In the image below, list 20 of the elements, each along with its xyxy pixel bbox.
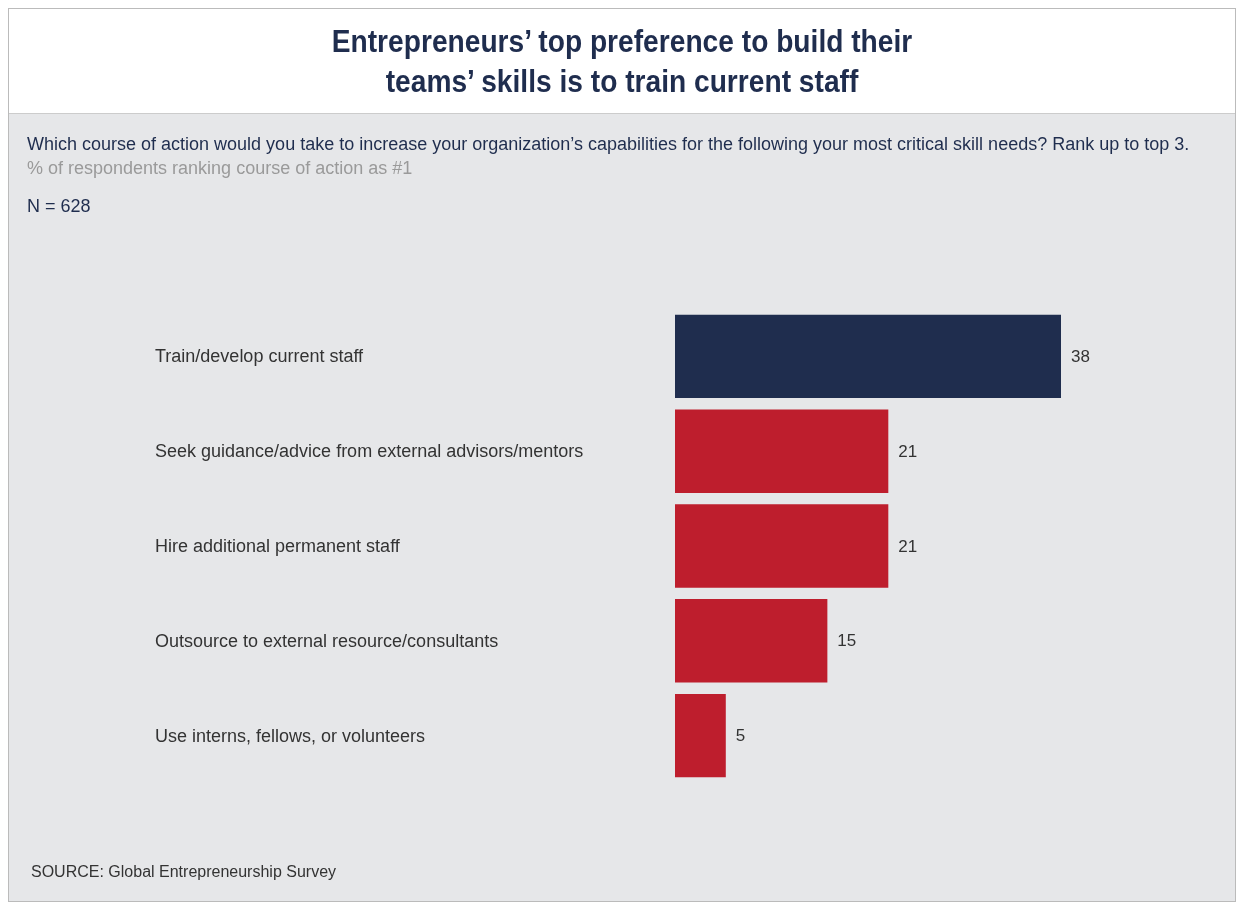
chart-title: Entrepreneurs’ top preference to build their teams’ skills is to train current staff xyxy=(330,22,914,101)
text: % of respondents ranking course of action as #1 xyxy=(27,157,414,180)
data-label: 38 xyxy=(1071,346,1090,366)
bar xyxy=(675,693,726,778)
source-note: SOURCE: Global Entrepreneurship Survey xyxy=(31,863,337,881)
text: N = 628 xyxy=(27,195,92,218)
chart-subtitle: Which course of action would you take to increase your organization’s capabilities for the following your most critical skill needs? Rank up to top 3. xyxy=(27,133,1191,156)
bar xyxy=(675,409,889,493)
bar xyxy=(675,504,889,588)
bar xyxy=(675,314,1061,399)
y-tick-label: Outsource to external resource/consultants xyxy=(155,630,499,651)
data-label: 21 xyxy=(898,441,918,461)
y-tick-label: Seek guidance/advice from external advisors/mentors xyxy=(155,441,584,462)
y-tick-label: Hire additional permanent staff xyxy=(155,536,401,556)
y-tick-label: Use interns, fellows, or volunteers xyxy=(155,725,426,746)
y-tick-label: Train/develop current staff xyxy=(155,346,365,367)
data-label: 15 xyxy=(837,631,857,651)
data-label: 5 xyxy=(735,726,746,746)
bar xyxy=(675,599,828,683)
data-label: 21 xyxy=(898,536,918,556)
